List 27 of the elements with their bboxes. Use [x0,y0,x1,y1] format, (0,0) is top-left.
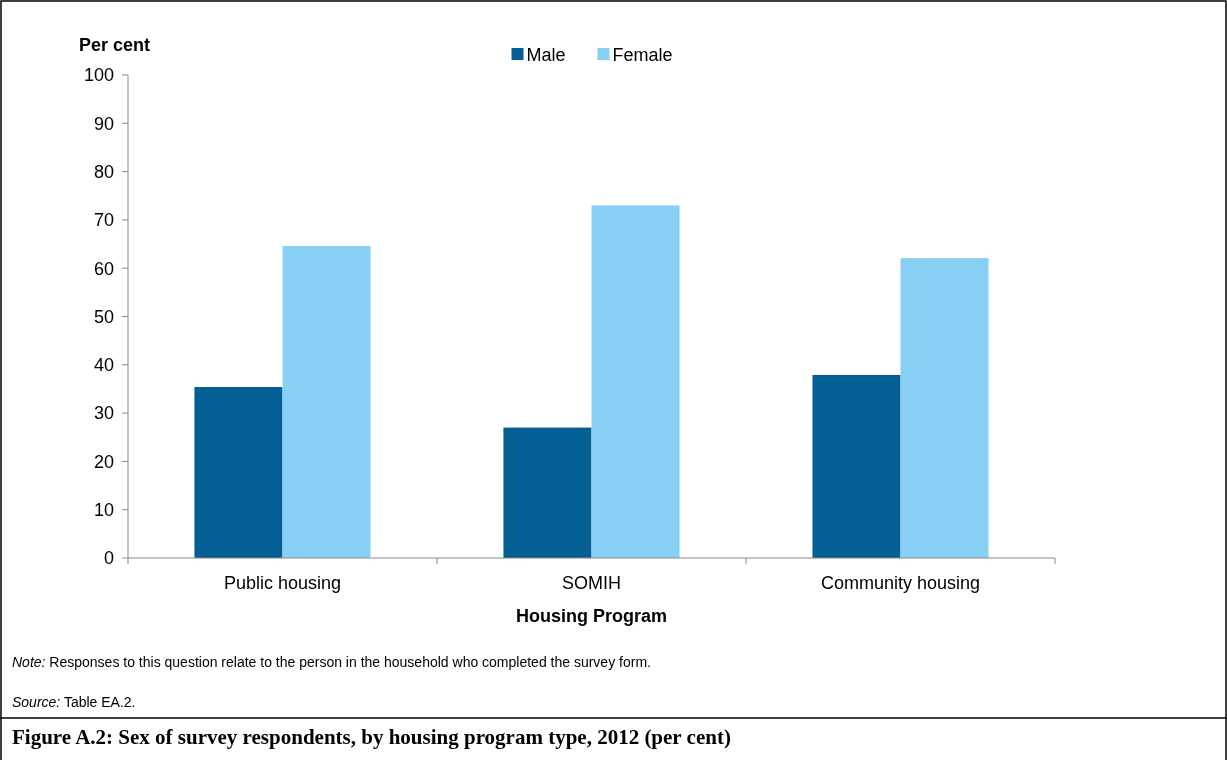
bar [900,258,989,558]
y-tick-label: 0 [103,548,114,569]
y-axis-title: Per cent [79,35,151,55]
bar [194,387,283,558]
y-tick-label: 90 [93,113,114,134]
text: Note: Responses to this question relate to the person in the household who completed the survey form. [12,654,651,670]
x-tick-label: Public housing [223,573,342,593]
bar [282,245,371,558]
x-tick-label: Community housing [820,573,981,593]
y-tick-label: 70 [93,210,114,231]
y-tick-label: 30 [93,403,114,424]
bar [812,374,901,558]
bar [591,205,680,558]
y-tick-label: 10 [93,500,114,520]
legend-label: Male [526,45,566,66]
x-tick-label: SOMIH [561,573,622,593]
y-tick-label: 50 [93,306,114,327]
y-tick-label: 20 [93,451,114,472]
text: Figure A.2: Sex of survey respondents, by housing program type, 2012 (per cent) [12,725,731,749]
source-note: Source: Table EA.2. [12,694,136,710]
legend-label: Female [612,45,673,66]
x-axis-title: Housing Program [515,606,668,626]
y-tick-label: 60 [93,258,114,279]
y-tick-label: 40 [93,355,114,376]
y-tick-label: 80 [93,161,114,182]
y-tick-label: 100 [83,65,114,86]
bar [503,427,592,558]
